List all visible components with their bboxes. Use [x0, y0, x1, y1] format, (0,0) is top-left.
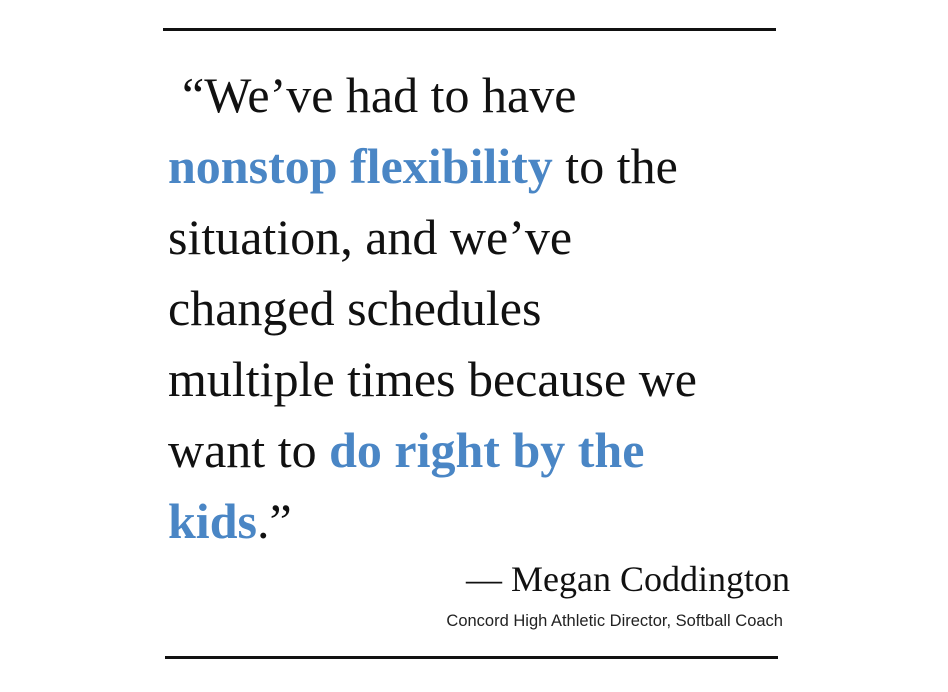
- quote-line: kids.”: [168, 486, 868, 557]
- quote-line: want to do right by the: [168, 415, 868, 486]
- quote-line: “We’ve had to have: [168, 60, 868, 131]
- attribution-name: — Megan Coddington: [466, 559, 790, 599]
- quote-text: multiple times because we: [168, 351, 698, 407]
- quote-line: changed schedules: [168, 273, 868, 344]
- quote-line: nonstop flexibility to the: [168, 131, 868, 202]
- quote-text: to the: [552, 138, 678, 194]
- top-rule: [163, 28, 776, 31]
- quote-text: “We’ve had to have: [182, 67, 577, 123]
- quote-highlight: nonstop flexibility: [168, 138, 553, 194]
- quote-highlight: do right by the: [329, 422, 645, 478]
- attribution-title: Concord High Athletic Director, Softball…: [446, 612, 783, 630]
- quote-text: want to: [168, 422, 330, 478]
- pull-quote: “We’ve had to have nonstop flexibility to…: [168, 60, 868, 557]
- quote-text: situation, and we’ve: [168, 209, 573, 265]
- quote-line: multiple times because we: [168, 344, 868, 415]
- bottom-rule: [165, 656, 778, 659]
- quote-line: situation, and we’ve: [168, 202, 868, 273]
- quote-text: changed schedules: [168, 280, 542, 336]
- quote-text: .”: [256, 493, 292, 549]
- quote-highlight: kids: [168, 493, 257, 549]
